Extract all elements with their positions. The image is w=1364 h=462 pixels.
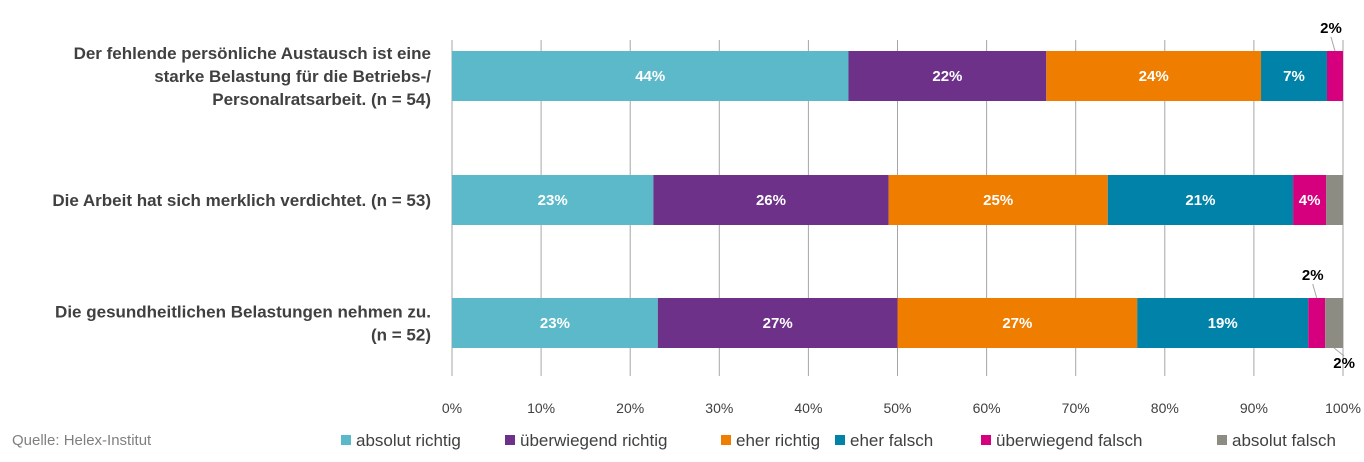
data-label: 23% xyxy=(538,192,568,209)
legend-swatch xyxy=(981,435,991,445)
data-label: 22% xyxy=(932,68,962,85)
data-label: 2% xyxy=(1320,20,1342,37)
category-label: Der fehlende persönliche Austausch ist e… xyxy=(74,44,431,63)
data-label: 7% xyxy=(1283,68,1305,85)
bar-segment xyxy=(657,298,898,348)
bar-segment xyxy=(1293,175,1327,225)
category-label: Die gesundheitlichen Belastungen nehmen … xyxy=(55,303,431,322)
bar-segment xyxy=(888,175,1108,225)
bar-segment xyxy=(1326,51,1343,101)
bar-segment xyxy=(452,298,658,348)
data-label: 23% xyxy=(540,315,570,332)
data-label: 2% xyxy=(1302,267,1324,284)
data-label: 2% xyxy=(1333,355,1355,372)
data-label: 26% xyxy=(756,192,786,209)
legend-label: absolut falsch xyxy=(1232,431,1336,450)
legend-swatch xyxy=(341,435,351,445)
bar-segment xyxy=(1261,51,1327,101)
x-tick-label: 40% xyxy=(794,400,822,416)
x-tick-label: 20% xyxy=(616,400,644,416)
leader-line xyxy=(1330,36,1336,52)
legend-swatch xyxy=(835,435,845,445)
legend-swatch xyxy=(721,435,731,445)
category-label: Personalratsarbeit. (n = 54) xyxy=(212,90,431,109)
bar-segment xyxy=(1107,175,1294,225)
x-tick-label: 90% xyxy=(1240,400,1268,416)
data-label: 21% xyxy=(1185,192,1215,209)
leader-line xyxy=(1333,347,1345,357)
legend-label: eher richtig xyxy=(736,431,820,450)
x-tick-label: 70% xyxy=(1062,400,1090,416)
bar-segment xyxy=(452,51,849,101)
bar-segment xyxy=(653,175,889,225)
data-label: 19% xyxy=(1208,315,1238,332)
x-tick-label: 50% xyxy=(883,400,911,416)
data-label: 4% xyxy=(1299,192,1321,209)
x-tick-label: 100% xyxy=(1325,400,1361,416)
x-tick-label: 80% xyxy=(1151,400,1179,416)
x-tick-label: 0% xyxy=(442,400,462,416)
bar-segment xyxy=(1137,298,1309,348)
bar-segment xyxy=(1326,175,1343,225)
x-tick-label: 60% xyxy=(973,400,1001,416)
bar-segment xyxy=(1325,298,1343,348)
legend-label: überwiegend richtig xyxy=(520,431,667,450)
legend-swatch xyxy=(1217,435,1227,445)
data-label: 24% xyxy=(1139,68,1169,85)
bar-segment xyxy=(1308,298,1326,348)
data-label: 25% xyxy=(983,192,1013,209)
data-label: 27% xyxy=(763,315,793,332)
legend-label: überwiegend falsch xyxy=(996,431,1142,450)
category-label: Die Arbeit hat sich merklich verdichtet.… xyxy=(52,191,431,210)
bar-segment xyxy=(848,51,1047,101)
data-label: 27% xyxy=(1002,315,1032,332)
data-label: 44% xyxy=(635,68,665,85)
bar-segment xyxy=(452,175,654,225)
leader-line xyxy=(1312,283,1318,299)
x-tick-label: 10% xyxy=(527,400,555,416)
source-note: Quelle: Helex-Institut xyxy=(12,432,152,449)
bar-segment xyxy=(897,298,1138,348)
category-label: starke Belastung für die Betriebs-/ xyxy=(154,67,431,86)
legend-swatch xyxy=(505,435,515,445)
legend-label: absolut richtig xyxy=(356,431,461,450)
x-tick-label: 30% xyxy=(705,400,733,416)
bar-segment xyxy=(1046,51,1262,101)
legend-label: eher falsch xyxy=(850,431,933,450)
category-label: (n = 52) xyxy=(371,326,431,345)
